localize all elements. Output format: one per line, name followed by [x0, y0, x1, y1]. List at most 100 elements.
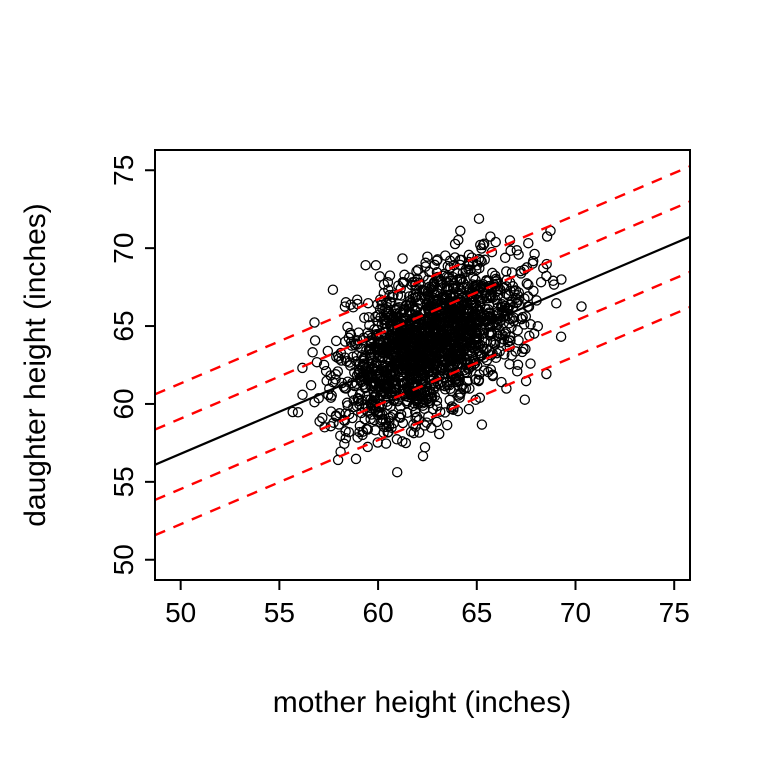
data-point [330, 335, 342, 347]
data-point [353, 327, 364, 338]
data-point [525, 358, 536, 369]
data-point [444, 309, 456, 320]
data-point [391, 434, 403, 445]
data-point [449, 252, 461, 263]
data-point [478, 238, 490, 249]
data-point [458, 346, 469, 358]
data-point [441, 419, 453, 431]
data-point [407, 369, 419, 380]
data-point [411, 265, 422, 277]
data-point [541, 231, 553, 242]
data-point [402, 407, 413, 418]
data-point [513, 294, 524, 305]
data-point [452, 281, 464, 293]
data-point [368, 378, 380, 390]
data-point [520, 343, 531, 355]
data-point [556, 274, 567, 285]
data-point [385, 370, 397, 382]
data-point [317, 412, 328, 424]
data-point [318, 359, 330, 371]
data-point [474, 263, 485, 274]
data-point [364, 343, 376, 354]
x-axis-tick-label: 55 [264, 597, 295, 628]
data-point [309, 335, 321, 346]
plot-border [154, 149, 691, 581]
data-point [499, 252, 511, 264]
data-point [356, 407, 367, 419]
data-point [352, 432, 363, 443]
data-point [461, 299, 473, 311]
data-point [463, 403, 475, 415]
data-point [407, 293, 418, 304]
data-point [397, 253, 408, 264]
data-point [479, 254, 490, 266]
data-point [468, 340, 480, 351]
x-axis-tick-label: 65 [461, 597, 492, 628]
data-point [377, 413, 389, 425]
data-point [436, 376, 448, 388]
data-point [340, 297, 352, 308]
data-point [437, 330, 449, 341]
data-point [382, 338, 393, 350]
data-point [440, 332, 452, 343]
data-point [525, 319, 536, 330]
data-point [444, 351, 456, 363]
data-point [333, 419, 345, 430]
data-point [449, 238, 461, 250]
data-point [314, 416, 325, 427]
data-point [287, 406, 298, 418]
data-point [402, 383, 413, 394]
data-point [551, 298, 562, 309]
data-point [327, 284, 339, 295]
data-point [363, 311, 374, 323]
data-point [492, 290, 504, 301]
data-point [405, 307, 416, 318]
x-axis-tick-label: 70 [560, 597, 591, 628]
data-point [445, 383, 456, 395]
data-point [351, 294, 363, 305]
data-point [362, 394, 373, 406]
data-point [395, 283, 406, 294]
data-point [519, 293, 530, 304]
data-point [386, 422, 397, 433]
data-point [395, 357, 407, 369]
data-point [307, 347, 318, 358]
data-point [516, 313, 527, 325]
data-point [387, 409, 399, 421]
data-point [414, 343, 425, 355]
y-axis-tick-label: 75 [108, 155, 139, 186]
data-point [375, 328, 387, 339]
data-point [372, 437, 383, 448]
data-point [394, 412, 406, 424]
data-point [505, 335, 516, 346]
data-point [412, 264, 424, 275]
data-point [503, 290, 514, 301]
data-point [380, 438, 392, 449]
data-point [419, 357, 430, 368]
data-point [348, 395, 360, 406]
data-point [496, 376, 507, 388]
data-point [398, 277, 410, 288]
data-point [499, 304, 510, 316]
data-point [384, 270, 396, 281]
data-point [487, 369, 498, 381]
data-point [357, 426, 369, 437]
data-point [370, 331, 382, 342]
data-point [376, 415, 387, 426]
data-point [480, 303, 491, 315]
data-point [365, 413, 376, 425]
data-point [461, 367, 473, 379]
data-point [433, 428, 445, 440]
data-point [500, 288, 512, 299]
data-point [512, 325, 523, 336]
data-point [436, 291, 448, 303]
data-point [463, 263, 474, 275]
data-point [340, 433, 352, 444]
y-axis-tick-label: 60 [108, 388, 139, 419]
data-point [417, 450, 429, 462]
data-point [370, 357, 382, 369]
data-point [419, 420, 431, 431]
data-point [411, 326, 422, 337]
data-point [380, 344, 391, 356]
